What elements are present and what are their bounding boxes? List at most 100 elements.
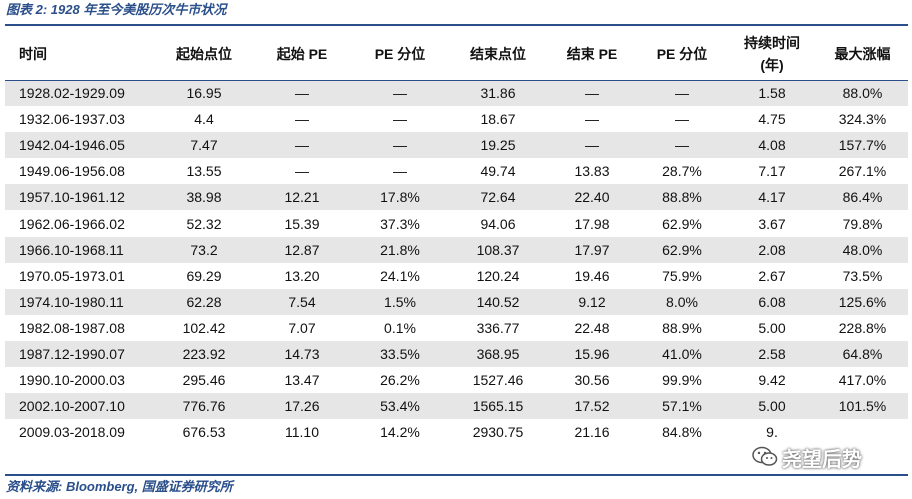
cell-end-pe-pct: 41.0% <box>637 340 727 368</box>
cell-end-level: 94.06 <box>449 210 547 237</box>
cell-start-pe: — <box>253 106 351 133</box>
cell-period: 2009.03-2018.09 <box>5 419 155 446</box>
cell-period: 1974.10-1980.11 <box>5 288 155 315</box>
cell-start-pe-pct: — <box>351 132 449 159</box>
cell-end-level: 31.86 <box>449 80 547 107</box>
cell-duration: 2.58 <box>727 340 817 368</box>
cell-end-level: 2930.75 <box>449 419 547 446</box>
cell-start-pe: 7.07 <box>253 314 351 341</box>
cell-duration: 1.58 <box>727 80 817 107</box>
cell-start-pe: 15.39 <box>253 210 351 237</box>
cell-end-pe: — <box>547 80 637 107</box>
cell-start-level: 38.98 <box>155 184 253 211</box>
cell-start-pe: 12.87 <box>253 236 351 263</box>
cell-max-gain: 64.8% <box>817 340 908 368</box>
cell-max-gain: 73.5% <box>817 262 908 289</box>
cell-end-pe: 15.96 <box>547 340 637 368</box>
cell-start-pe: — <box>253 80 351 107</box>
cell-end-pe-pct: 88.9% <box>637 314 727 341</box>
cell-start-pe-pct: — <box>351 80 449 107</box>
cell-end-pe: 19.46 <box>547 262 637 289</box>
cell-end-pe: — <box>547 132 637 159</box>
watermark: 尧望后势 <box>752 442 862 472</box>
cell-end-level: 49.74 <box>449 158 547 185</box>
cell-end-pe-pct: — <box>637 106 727 133</box>
cell-start-pe: — <box>253 132 351 159</box>
cell-end-pe: 22.48 <box>547 314 637 341</box>
cell-start-pe-pct: 26.2% <box>351 367 449 394</box>
cell-start-pe: 17.26 <box>253 393 351 420</box>
cell-start-level: 4.4 <box>155 106 253 133</box>
header-end-level: 结束点位 <box>470 46 526 62</box>
cell-max-gain <box>817 419 908 446</box>
cell-end-level: 368.95 <box>449 340 547 368</box>
cell-duration: 2.67 <box>727 262 817 289</box>
cell-start-pe: 13.20 <box>253 262 351 289</box>
cell-end-level: 1565.15 <box>449 393 547 420</box>
top-rule <box>5 24 908 26</box>
cell-start-level: 676.53 <box>155 419 253 446</box>
table-row: 1987.12-1990.07 223.92 14.73 33.5% 368.95 15.… <box>5 340 908 368</box>
cell-period: 1942.04-1946.05 <box>5 132 155 159</box>
table-row: 1932.06-1937.03 4.4— —18.67— —4.75 324.3% <box>5 106 908 133</box>
watermark-text: 尧望后势 <box>782 448 862 471</box>
cell-period: 1970.05-1973.01 <box>5 262 155 289</box>
cell-start-level: 13.55 <box>155 158 253 185</box>
cell-start-pe-pct: 1.5% <box>351 288 449 315</box>
cell-duration: 4.17 <box>727 184 817 211</box>
table-row: 1982.08-1987.08 102.42 7.07 0.1% 336.77 22.48… <box>5 314 908 341</box>
cell-start-level: 73.2 <box>155 236 253 263</box>
cell-start-pe-pct: — <box>351 158 449 185</box>
cell-max-gain: 417.0% <box>817 367 908 394</box>
cell-end-level: 18.67 <box>449 106 547 133</box>
cell-duration: 9. <box>727 419 817 446</box>
table-row: 2009.03-2018.09 676.53 11.10 14.2% 2930.75 21… <box>5 419 908 446</box>
cell-end-level: 336.77 <box>449 314 547 341</box>
cell-start-pe-pct: 37.3% <box>351 210 449 237</box>
cell-end-pe: 13.83 <box>547 158 637 185</box>
cell-end-pe-pct: 84.8% <box>637 419 727 446</box>
cell-start-level: 62.28 <box>155 288 253 315</box>
header-duration: 持续时间 (年) <box>727 28 817 80</box>
cell-end-pe: 17.98 <box>547 210 637 237</box>
cell-start-pe: 14.73 <box>253 340 351 368</box>
cell-end-pe-pct: 62.9% <box>637 210 727 237</box>
cell-start-level: 69.29 <box>155 262 253 289</box>
cell-end-level: 72.64 <box>449 184 547 211</box>
table-row: 1957.10-1961.12 38.98 12.21 17.8% 72.64 22.40… <box>5 184 908 211</box>
cell-start-level: 52.32 <box>155 210 253 237</box>
source-note: 资料来源: Bloomberg, 国盛证券研究所 <box>6 479 233 494</box>
cell-max-gain: 101.5% <box>817 393 908 420</box>
cell-max-gain: 79.8% <box>817 210 908 237</box>
cell-period: 1957.10-1961.12 <box>5 184 155 211</box>
cell-end-pe: 21.16 <box>547 419 637 446</box>
table-row: 1966.10-1968.11 73.2 12.87 21.8% 108.37 17.97… <box>5 236 908 263</box>
header-period: 时间 <box>19 46 47 62</box>
cell-start-pe-pct: 14.2% <box>351 419 449 446</box>
table-row: 1970.05-1973.01 69.29 13.20 24.1% 120.24 19.4… <box>5 262 908 289</box>
cell-end-pe: 30.56 <box>547 367 637 394</box>
table-header: 时间 起始点位 起始 PE PE 分位 结束点位 结束 PE PE 分位 持续时… <box>5 28 908 80</box>
cell-duration: 5.00 <box>727 393 817 420</box>
cell-end-pe: 17.52 <box>547 393 637 420</box>
cell-end-pe: 17.97 <box>547 236 637 263</box>
cell-end-pe-pct: 88.8% <box>637 184 727 211</box>
header-rule <box>5 80 908 81</box>
wechat-icon <box>752 446 778 466</box>
cell-start-level: 776.76 <box>155 393 253 420</box>
cell-period: 1982.08-1987.08 <box>5 314 155 341</box>
cell-end-pe-pct: 99.9% <box>637 367 727 394</box>
table-row: 1942.04-1946.05 7.47— —19.25— —4.08 157.7% <box>5 132 908 159</box>
cell-end-pe-pct: — <box>637 80 727 107</box>
cell-end-pe: 9.12 <box>547 288 637 315</box>
header-start-pe: 起始 PE <box>276 46 328 62</box>
header-start-pe-percentile: PE 分位 <box>374 46 426 62</box>
cell-end-pe-pct: 75.9% <box>637 262 727 289</box>
cell-period: 1949.06-1956.08 <box>5 158 155 185</box>
cell-period: 1966.10-1968.11 <box>5 236 155 263</box>
cell-max-gain: 125.6% <box>817 288 908 315</box>
cell-start-pe-pct: — <box>351 106 449 133</box>
table-row: 1974.10-1980.11 62.28 7.54 1.5% 140.52 9.12 8.… <box>5 288 908 315</box>
cell-max-gain: 324.3% <box>817 106 908 133</box>
cell-duration: 7.17 <box>727 158 817 185</box>
